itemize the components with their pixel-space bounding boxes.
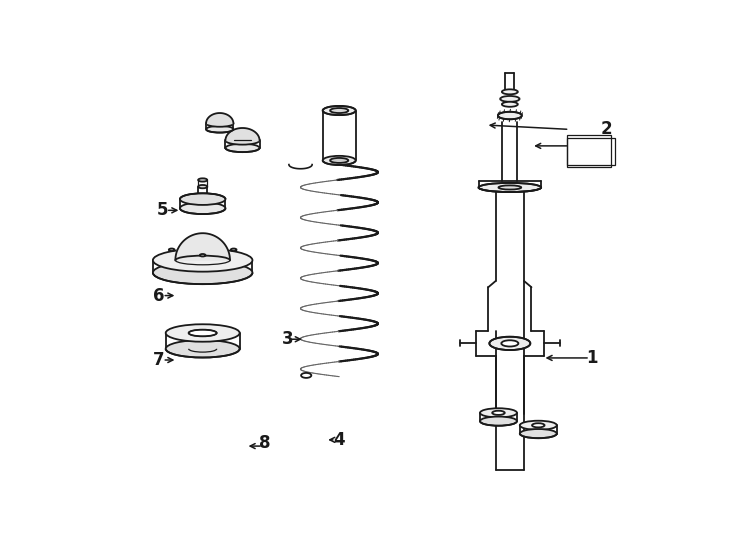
Text: 1: 1 [586, 349, 598, 367]
Ellipse shape [180, 193, 225, 205]
Ellipse shape [493, 411, 505, 415]
Text: 5: 5 [157, 201, 169, 219]
Ellipse shape [490, 337, 531, 350]
Polygon shape [175, 233, 230, 260]
Ellipse shape [230, 248, 236, 251]
Ellipse shape [225, 136, 260, 145]
Ellipse shape [180, 202, 225, 214]
Ellipse shape [225, 144, 260, 152]
Ellipse shape [520, 429, 557, 438]
Text: 8: 8 [260, 434, 271, 452]
Ellipse shape [502, 89, 517, 94]
Ellipse shape [501, 340, 518, 347]
Ellipse shape [498, 185, 521, 190]
Ellipse shape [502, 102, 517, 107]
Ellipse shape [166, 324, 239, 342]
Ellipse shape [169, 248, 175, 251]
Ellipse shape [520, 421, 557, 430]
Ellipse shape [153, 249, 252, 272]
Ellipse shape [198, 178, 207, 181]
Text: 6: 6 [153, 287, 164, 305]
Ellipse shape [301, 373, 311, 378]
Ellipse shape [500, 96, 520, 102]
Ellipse shape [480, 416, 517, 426]
Ellipse shape [198, 185, 207, 188]
Text: 2: 2 [600, 120, 612, 138]
Ellipse shape [330, 158, 349, 163]
Ellipse shape [532, 423, 545, 427]
Ellipse shape [330, 108, 349, 113]
Ellipse shape [323, 156, 356, 165]
Polygon shape [225, 128, 260, 140]
Text: 3: 3 [282, 330, 294, 348]
Ellipse shape [479, 183, 541, 192]
Text: 4: 4 [333, 431, 345, 449]
Ellipse shape [206, 126, 233, 133]
Ellipse shape [200, 254, 206, 256]
Bar [567, 138, 615, 165]
Ellipse shape [189, 330, 217, 336]
Ellipse shape [323, 106, 356, 115]
Ellipse shape [498, 112, 522, 119]
Ellipse shape [480, 408, 517, 417]
Ellipse shape [206, 120, 233, 127]
Bar [567, 136, 611, 167]
Text: 7: 7 [153, 351, 164, 369]
Polygon shape [206, 113, 233, 124]
Ellipse shape [153, 261, 252, 284]
Ellipse shape [166, 340, 239, 357]
